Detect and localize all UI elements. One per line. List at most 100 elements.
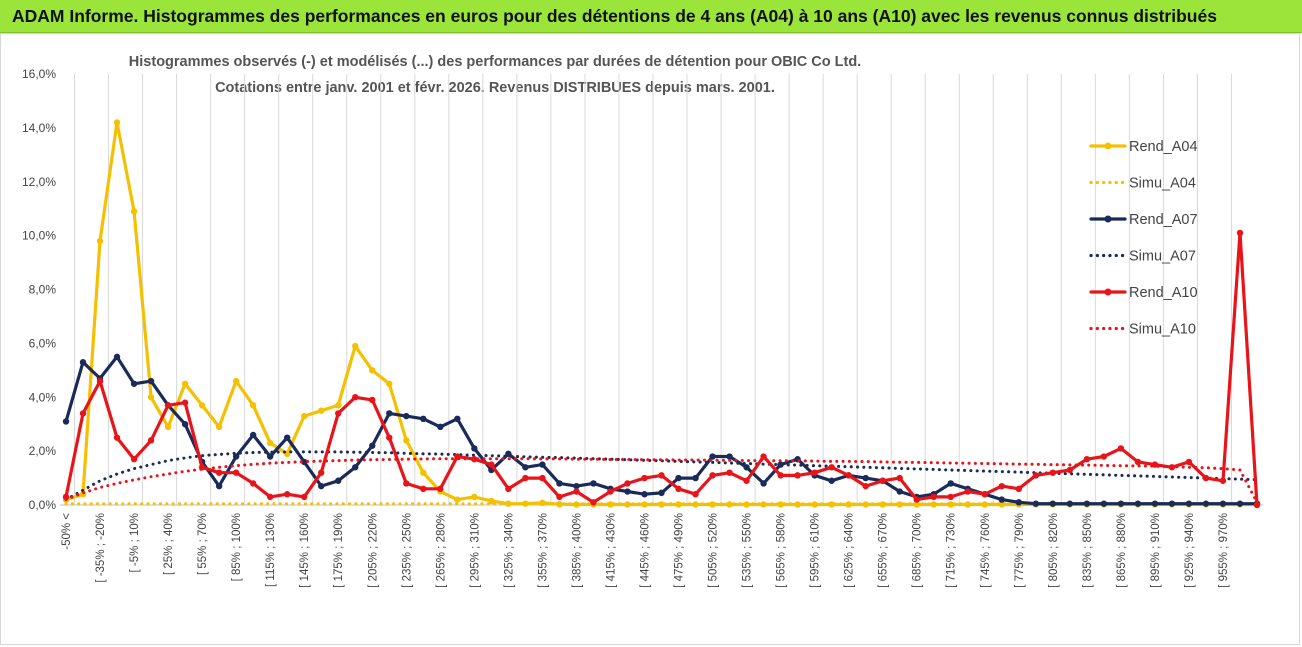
y-tick-label: 14,0%: [22, 121, 56, 135]
x-tick-label: [ 835% ; 850%: [1082, 513, 1094, 588]
data-point-rend_a10: [913, 496, 920, 503]
data-point-rend_a04: [369, 367, 376, 374]
data-point-rend_a10: [1100, 453, 1108, 460]
legend-label-rend_a10: Rend_A10: [1129, 285, 1198, 301]
data-point-rend_a10: [249, 480, 257, 487]
x-tick-label: [ 925% ; 940%: [1184, 513, 1196, 588]
data-point-rend_a07: [1032, 500, 1040, 507]
data-point-rend_a10: [828, 464, 835, 471]
data-point-rend_a07: [1015, 499, 1022, 506]
x-tick-label: -50% <: [61, 513, 73, 550]
data-point-rend_a10: [283, 491, 291, 498]
data-point-rend_a07: [130, 380, 138, 387]
y-tick-label: 10,0%: [22, 229, 56, 243]
x-tick-label: [ 565% ; 580%: [776, 513, 788, 588]
x-tick-label: [ 505% ; 520%: [708, 513, 720, 588]
data-point-rend_a04: [232, 377, 240, 385]
data-point-rend_a07: [369, 442, 376, 449]
data-point-rend_a10: [539, 474, 546, 482]
x-tick-label: [ 865% ; 880%: [1116, 513, 1128, 588]
legend-label-rend_a07: Rend_A07: [1129, 212, 1198, 228]
y-tick-label: 6,0%: [29, 336, 57, 350]
data-point-rend_a10: [266, 493, 274, 501]
legend-marker-rend_a07: [1104, 215, 1112, 223]
data-point-rend_a07: [641, 491, 648, 498]
chart-title-line1: Histogrammes observés (-) et modélisés (…: [129, 54, 861, 70]
chart-title-line2: Cotations entre janv. 2001 et févr. 2026…: [215, 80, 775, 96]
data-point-rend_a07: [232, 453, 240, 460]
data-point-rend_a10: [692, 491, 699, 498]
data-point-rend_a04: [335, 402, 342, 409]
data-point-rend_a07: [386, 410, 393, 417]
data-point-rend_a10: [709, 472, 716, 479]
data-point-rend_a07: [215, 482, 223, 490]
data-point-rend_a04: [113, 119, 121, 126]
data-point-rend_a10: [437, 485, 444, 493]
data-point-rend_a04: [147, 394, 155, 401]
data-point-rend_a07: [828, 477, 835, 484]
data-point-rend_a10: [215, 469, 223, 476]
data-point-rend_a10: [386, 434, 393, 441]
data-point-rend_a10: [181, 399, 189, 406]
x-tick-label: [ -5% ; 10%: [129, 513, 141, 572]
data-point-rend_a07: [62, 418, 70, 425]
data-point-rend_a04: [352, 342, 359, 350]
data-point-rend_a10: [675, 485, 682, 493]
y-tick-label: 0,0%: [29, 498, 57, 512]
x-tick-label: [ 625% ; 640%: [844, 513, 856, 588]
data-point-rend_a04: [420, 469, 427, 476]
data-point-rend_a10: [403, 480, 410, 487]
data-point-rend_a10: [301, 493, 308, 501]
x-tick-label: [ 325% ; 340%: [503, 513, 515, 588]
data-point-rend_a10: [624, 480, 631, 487]
data-point-rend_a07: [1236, 500, 1244, 507]
data-point-rend_a07: [862, 474, 869, 482]
data-point-rend_a04: [828, 501, 835, 508]
data-point-rend_a10: [981, 491, 988, 498]
x-tick-label: [ 25% ; 40%: [163, 513, 175, 575]
data-point-rend_a10: [879, 477, 886, 484]
data-point-rend_a10: [811, 469, 818, 476]
data-point-rend_a10: [318, 469, 325, 476]
data-point-rend_a10: [522, 474, 529, 482]
legend-label-simu_a10: Simu_A10: [1129, 322, 1196, 338]
data-point-rend_a07: [266, 453, 274, 460]
data-point-rend_a07: [352, 464, 359, 471]
x-tick-label: [ 415% ; 430%: [605, 513, 617, 588]
data-point-rend_a07: [335, 477, 342, 484]
y-tick-label: 12,0%: [22, 175, 56, 189]
data-point-rend_a07: [1100, 500, 1108, 507]
data-point-rend_a10: [1134, 458, 1142, 466]
data-point-rend_a07: [283, 434, 291, 441]
data-point-rend_a10: [164, 402, 172, 409]
data-point-rend_a10: [1253, 501, 1261, 509]
data-point-rend_a07: [556, 480, 563, 487]
line-chart: Histogrammes observés (-) et modélisés (…: [22, 54, 1263, 588]
data-point-rend_a07: [1066, 500, 1074, 507]
data-point-rend_a07: [1219, 500, 1227, 507]
data-point-rend_a07: [1083, 500, 1091, 507]
data-point-rend_a07: [896, 488, 903, 495]
data-point-rend_a07: [539, 461, 546, 468]
x-tick-label: [ 685% ; 700%: [912, 513, 924, 588]
data-point-rend_a10: [1066, 466, 1074, 474]
data-point-rend_a10: [777, 472, 784, 479]
x-tick-label: [ 745% ; 760%: [980, 513, 992, 588]
x-axis: -50% < [ -35% ; -20% [ -5% ; 10% [ 25% ; 40…: [61, 513, 1230, 588]
data-point-rend_a10: [96, 377, 104, 385]
data-point-rend_a04: [164, 423, 172, 431]
y-tick-label: 8,0%: [29, 283, 57, 297]
data-point-rend_a07: [709, 453, 716, 460]
data-point-rend_a10: [896, 474, 903, 482]
x-tick-label: [ 175% ; 190%: [333, 513, 345, 588]
data-point-rend_a04: [471, 493, 478, 501]
data-point-rend_a04: [181, 380, 189, 387]
data-point-rend_a07: [471, 445, 478, 452]
data-point-rend_a04: [386, 380, 393, 387]
data-point-rend_a04: [266, 439, 274, 447]
data-point-rend_a10: [607, 488, 614, 495]
data-point-rend_a10: [420, 485, 427, 493]
data-point-rend_a07: [1049, 500, 1057, 507]
data-point-rend_a10: [1236, 229, 1244, 237]
legend-marker-rend_a10: [1104, 288, 1112, 296]
